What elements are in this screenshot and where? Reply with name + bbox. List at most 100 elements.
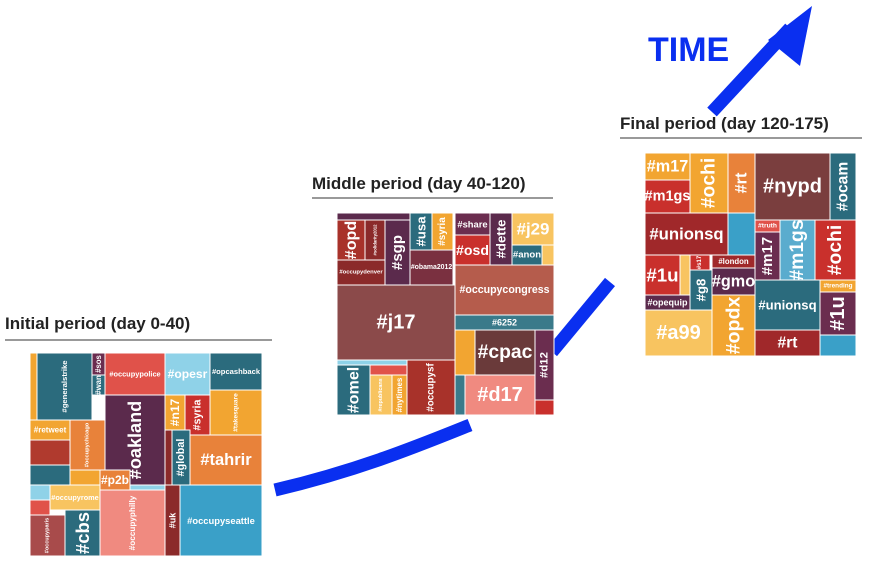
- filler-cell: [29, 439, 71, 466]
- cell-label: #a99: [656, 322, 701, 344]
- treemap-cell: [754, 152, 831, 221]
- filler-cell: [336, 359, 408, 366]
- cell-label: #6252: [492, 318, 517, 328]
- cell-label: #solidarity2012: [373, 224, 378, 256]
- cell-label: #truth: [758, 223, 777, 230]
- filler-cell: [541, 244, 555, 266]
- filler-cell: [336, 212, 411, 221]
- cell-label: #global: [175, 439, 187, 477]
- cell-label: #occupysf: [426, 363, 437, 412]
- cell-label: #takesquare: [233, 393, 240, 432]
- cell-label: #opequip: [648, 298, 689, 308]
- panel-title: Middle period (day 40-120): [312, 174, 526, 193]
- cell-label: #occupydenver: [339, 270, 383, 276]
- treemap-cell: [29, 514, 66, 557]
- treemaps: #generalstrike #sos #occupypolice #wan #oakl…: [29, 152, 857, 557]
- cell-label: #occupyseattle: [187, 515, 255, 526]
- filler-cell: [164, 429, 173, 486]
- cell-label: #anon: [513, 250, 541, 261]
- treemap-cell: [209, 352, 263, 391]
- treemap-cell: [644, 179, 691, 214]
- filler-cell: [369, 364, 408, 376]
- cell-label: #s17: [697, 255, 703, 269]
- treemap-cell: [474, 329, 536, 376]
- cell-label: #m1gs: [787, 219, 808, 280]
- treemap-cell: [179, 484, 263, 557]
- cell-label: #opd: [342, 221, 360, 259]
- cell-label: #opdx: [723, 297, 745, 355]
- treemap-cell: [727, 152, 756, 214]
- cell-label: #occupyrome: [51, 493, 98, 502]
- cell-label: #sos: [94, 354, 103, 372]
- cell-label: #g8: [694, 279, 709, 302]
- cell-label: #unionsq: [758, 298, 816, 313]
- cell-label: #ocam: [835, 162, 852, 211]
- filler-cell: [679, 254, 691, 296]
- cell-label: #share: [457, 219, 487, 230]
- cell-label: #rt: [733, 172, 751, 193]
- cell-label: #d12: [539, 352, 551, 378]
- cell-label: #d17: [477, 384, 523, 406]
- treemap-cell: [819, 291, 857, 336]
- cell-label: #republicans: [378, 378, 384, 411]
- filler-cell: [29, 352, 38, 421]
- treemap-cell: [829, 152, 857, 221]
- cell-label: #opcashback: [212, 367, 261, 376]
- cell-label: #oakland: [125, 401, 145, 479]
- treemap-cell: [779, 219, 816, 281]
- treemap-cell: [69, 419, 106, 471]
- cell-label: #ochi: [699, 158, 720, 208]
- filler-cell: [29, 484, 51, 501]
- cell-label: #occupychicago: [85, 422, 91, 467]
- treemap-cell: [336, 259, 386, 286]
- treemap-cell: [409, 249, 454, 286]
- treemap-cell: [644, 152, 691, 181]
- cell-label: #wan: [94, 375, 103, 395]
- cell-label: #dette: [494, 220, 509, 259]
- treemap-cell: [99, 489, 166, 557]
- treemap-cell: [336, 284, 456, 361]
- cell-label: #usa: [414, 216, 429, 247]
- panel-title: Initial period (day 0-40): [5, 314, 190, 333]
- cell-label: #m17: [647, 158, 688, 176]
- cell-label: #nypd: [763, 176, 822, 198]
- treemap-cell: [91, 374, 106, 396]
- filler-cell: [727, 212, 756, 256]
- panel-title: Final period (day 120-175): [620, 114, 829, 133]
- filler-cell: [29, 499, 51, 516]
- filler-cell: [454, 374, 466, 416]
- treemap-cell: [454, 264, 555, 316]
- cell-label: #1u: [827, 296, 849, 330]
- treemap-cell: [64, 509, 101, 557]
- arrow-segment: [546, 277, 616, 357]
- cell-label: #london: [718, 257, 749, 266]
- cell-label: #m17: [759, 237, 776, 275]
- cell-label: #1u: [646, 265, 678, 286]
- cell-label: #opesr: [168, 367, 208, 381]
- treemap-cell: [336, 364, 371, 416]
- treemap-cell: [754, 279, 821, 331]
- cell-label: #obama2012: [411, 264, 453, 271]
- filler-cell: [819, 334, 857, 357]
- cell-label: #occupypolice: [109, 370, 160, 379]
- treemap-cell: [104, 352, 166, 396]
- cell-label: #uk: [168, 512, 178, 529]
- treemap-cell: [711, 294, 756, 357]
- filler-cell: [534, 399, 555, 416]
- filler-cell: [454, 329, 476, 376]
- cell-label: #syria: [437, 217, 448, 246]
- cell-label: #cbs: [72, 512, 93, 554]
- cell-label: #trending: [823, 283, 852, 290]
- cell-label: #osd: [456, 242, 489, 258]
- cell-label: #occupyparis: [45, 518, 51, 553]
- arrow-segment: [273, 418, 473, 497]
- cell-label: #tahrir: [200, 451, 252, 469]
- treemap-cell: [754, 329, 821, 357]
- cell-label: #cpac: [478, 342, 533, 363]
- treemap-cell: [406, 359, 456, 416]
- treemap-cell: [754, 231, 781, 281]
- cell-label: #rt: [778, 335, 798, 352]
- cell-label: #generalstrike: [60, 360, 69, 413]
